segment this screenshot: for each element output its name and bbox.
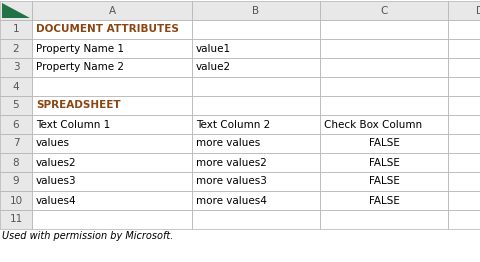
Text: FALSE: FALSE bbox=[368, 177, 398, 187]
Text: FALSE: FALSE bbox=[368, 195, 398, 205]
Bar bbox=[0, 172, 32, 191]
Bar bbox=[319, 96, 447, 115]
Bar bbox=[447, 20, 480, 39]
Bar bbox=[0, 39, 32, 58]
Text: value1: value1 bbox=[195, 43, 231, 53]
Bar bbox=[192, 172, 319, 191]
Text: values2: values2 bbox=[36, 157, 76, 167]
Text: Check Box Column: Check Box Column bbox=[324, 119, 421, 129]
Bar bbox=[32, 115, 192, 134]
Bar bbox=[319, 1, 447, 20]
Bar bbox=[319, 153, 447, 172]
Bar bbox=[0, 210, 32, 229]
Bar bbox=[0, 115, 32, 134]
Text: 7: 7 bbox=[12, 139, 19, 149]
Text: more values3: more values3 bbox=[195, 177, 266, 187]
Bar bbox=[32, 96, 192, 115]
Bar bbox=[319, 20, 447, 39]
Bar bbox=[447, 96, 480, 115]
Bar bbox=[32, 191, 192, 210]
Bar bbox=[0, 96, 32, 115]
Text: 3: 3 bbox=[12, 63, 19, 73]
Bar bbox=[192, 153, 319, 172]
Bar bbox=[0, 153, 32, 172]
Text: more values2: more values2 bbox=[195, 157, 266, 167]
Text: Text Column 1: Text Column 1 bbox=[36, 119, 110, 129]
Bar bbox=[192, 1, 319, 20]
Bar bbox=[32, 58, 192, 77]
Bar bbox=[192, 134, 319, 153]
Bar bbox=[447, 115, 480, 134]
Text: D: D bbox=[476, 6, 480, 15]
Text: 2: 2 bbox=[12, 43, 19, 53]
Bar bbox=[447, 153, 480, 172]
Bar bbox=[32, 172, 192, 191]
Text: FALSE: FALSE bbox=[368, 157, 398, 167]
Text: Property Name 1: Property Name 1 bbox=[36, 43, 124, 53]
Polygon shape bbox=[2, 3, 30, 18]
Bar bbox=[319, 134, 447, 153]
Bar bbox=[192, 58, 319, 77]
Bar bbox=[447, 210, 480, 229]
Text: values3: values3 bbox=[36, 177, 76, 187]
Bar bbox=[192, 115, 319, 134]
Bar bbox=[0, 77, 32, 96]
Text: DOCUMENT ATTRIBUTES: DOCUMENT ATTRIBUTES bbox=[36, 25, 179, 35]
Bar bbox=[0, 20, 32, 39]
Text: Used with permission by Microsoft.: Used with permission by Microsoft. bbox=[2, 231, 173, 241]
Bar bbox=[32, 1, 192, 20]
Bar bbox=[0, 1, 32, 20]
Text: 4: 4 bbox=[12, 81, 19, 91]
Text: 10: 10 bbox=[10, 195, 23, 205]
Bar bbox=[0, 134, 32, 153]
Bar bbox=[447, 77, 480, 96]
Text: 11: 11 bbox=[9, 215, 23, 225]
Text: Property Name 2: Property Name 2 bbox=[36, 63, 124, 73]
Bar bbox=[447, 172, 480, 191]
Text: 8: 8 bbox=[12, 157, 19, 167]
Bar bbox=[319, 77, 447, 96]
Text: FALSE: FALSE bbox=[368, 139, 398, 149]
Bar bbox=[447, 1, 480, 20]
Text: A: A bbox=[108, 6, 115, 15]
Bar bbox=[192, 39, 319, 58]
Bar bbox=[319, 210, 447, 229]
Bar bbox=[32, 134, 192, 153]
Bar bbox=[319, 191, 447, 210]
Bar bbox=[319, 39, 447, 58]
Text: 1: 1 bbox=[12, 25, 19, 35]
Bar bbox=[192, 191, 319, 210]
Bar bbox=[0, 58, 32, 77]
Text: 5: 5 bbox=[12, 101, 19, 111]
Bar bbox=[32, 77, 192, 96]
Text: values: values bbox=[36, 139, 70, 149]
Text: 6: 6 bbox=[12, 119, 19, 129]
Bar bbox=[319, 172, 447, 191]
Text: Text Column 2: Text Column 2 bbox=[195, 119, 270, 129]
Bar bbox=[319, 58, 447, 77]
Bar bbox=[447, 191, 480, 210]
Bar bbox=[0, 191, 32, 210]
Text: values4: values4 bbox=[36, 195, 76, 205]
Bar bbox=[447, 134, 480, 153]
Bar bbox=[192, 20, 319, 39]
Text: C: C bbox=[380, 6, 387, 15]
Bar bbox=[192, 77, 319, 96]
Text: more values: more values bbox=[195, 139, 260, 149]
Bar bbox=[32, 210, 192, 229]
Bar bbox=[32, 153, 192, 172]
Bar bbox=[447, 58, 480, 77]
Bar bbox=[447, 39, 480, 58]
Bar bbox=[32, 39, 192, 58]
Text: SPREADSHEET: SPREADSHEET bbox=[36, 101, 120, 111]
Bar bbox=[32, 20, 192, 39]
Bar bbox=[319, 115, 447, 134]
Text: value2: value2 bbox=[195, 63, 231, 73]
Text: B: B bbox=[252, 6, 259, 15]
Text: 9: 9 bbox=[12, 177, 19, 187]
Text: more values4: more values4 bbox=[195, 195, 266, 205]
Bar bbox=[192, 96, 319, 115]
Bar bbox=[192, 210, 319, 229]
